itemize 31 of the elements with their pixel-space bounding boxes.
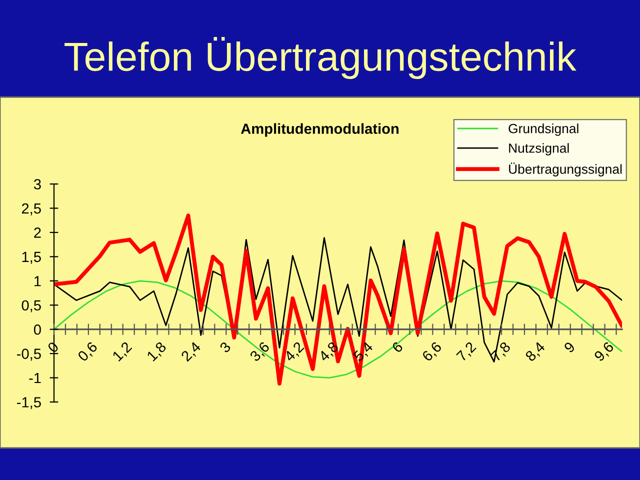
legend-label: Grundsignal <box>508 124 578 136</box>
x-tick-label: 5,4 <box>352 341 375 364</box>
x-tick-label: 1,8 <box>146 341 168 363</box>
y-tick-label: -1 <box>29 373 41 384</box>
x-tick-label: 4,8 <box>318 341 340 364</box>
x-tick-label: 0,6 <box>77 341 100 364</box>
y-tick-label: 1 <box>34 276 41 286</box>
y-tick-label: 1,5 <box>22 252 41 264</box>
y-tick-label: -1,5 <box>17 397 41 410</box>
chart-subtitle: Amplitudenmodulation <box>240 123 398 137</box>
x-tick-label: 6 <box>391 341 404 354</box>
x-tick-label: 1,2 <box>112 341 134 363</box>
chart-title: Telefon Übertragungstechnik <box>64 36 576 80</box>
legend-label: Nutzsignal <box>509 143 569 156</box>
x-tick-label: 8,4 <box>524 341 547 364</box>
x-tick-label: 3 <box>219 341 232 354</box>
y-tick-label: -0,5 <box>17 348 41 361</box>
x-tick-label: 9 <box>563 341 576 354</box>
x-tick-label: 4,2 <box>284 341 306 364</box>
y-tick-label: 0 <box>34 324 41 335</box>
y-tick-label: 0,5 <box>22 300 41 312</box>
y-tick-label: 3 <box>34 179 41 190</box>
x-tick-label: 9,6 <box>594 341 616 364</box>
y-tick-label: 2 <box>34 228 41 238</box>
x-tick-label: 6,6 <box>421 341 444 364</box>
x-tick-label: 7,8 <box>490 341 512 364</box>
x-tick-label: 3,6 <box>249 341 272 364</box>
y-tick-label: 2,5 <box>22 203 41 216</box>
x-tick-label: 7,2 <box>456 341 478 364</box>
legend-label: Übertragungssignal <box>509 162 622 176</box>
x-tick-label: 2,4 <box>180 341 203 364</box>
